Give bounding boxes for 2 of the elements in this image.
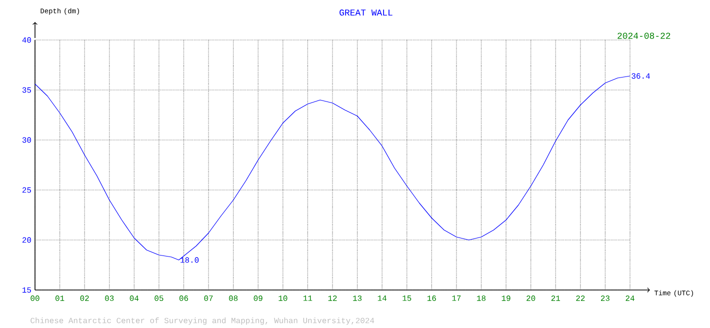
- chart-title: GREAT WALL: [340, 10, 392, 16]
- chart-subtitle: 2024-08-22: [618, 32, 670, 39]
